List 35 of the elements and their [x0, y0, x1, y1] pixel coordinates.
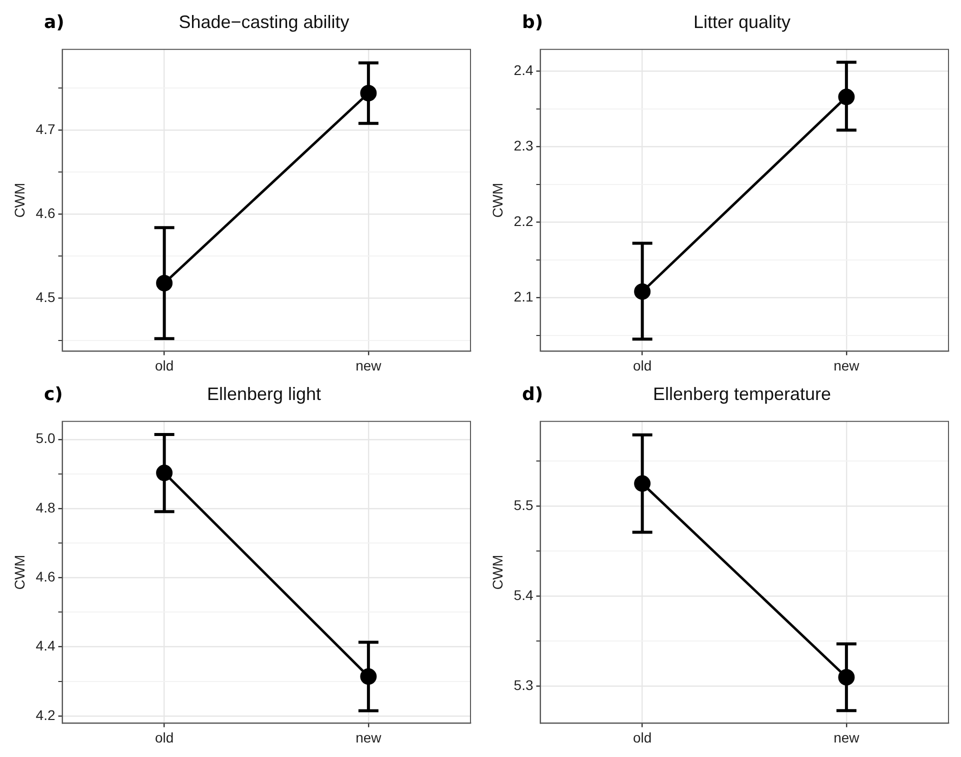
chart-title: Ellenberg light — [206, 384, 322, 404]
text: a) — [44, 12, 64, 33]
y-tick-label: 4.4 — [36, 638, 56, 654]
y-axis-title: CWM — [11, 554, 28, 590]
chart-title: Litter quality — [693, 12, 791, 32]
text: b) — [522, 12, 544, 33]
x-tick-label: new — [834, 357, 860, 374]
chart-title: Ellenberg temperature — [652, 384, 832, 404]
text: c) — [44, 384, 63, 405]
y-tick-label: 5.4 — [514, 587, 534, 604]
y-tick-label: 5.5 — [514, 496, 534, 513]
y-tick-label: 4.2 — [36, 706, 56, 723]
y-tick-label: 4.6 — [36, 205, 56, 222]
x-tick-label: new — [356, 729, 382, 746]
y-tick-label: 4.6 — [36, 568, 56, 585]
y-tick-label: 4.8 — [36, 499, 56, 516]
x-tick-label: old — [154, 729, 174, 746]
y-tick-label: 2.4 — [514, 62, 534, 78]
x-tick-label: old — [632, 357, 652, 374]
x-tick-label: old — [154, 357, 174, 374]
x-tick-label: old — [632, 729, 652, 746]
y-axis-title: CWM — [489, 182, 506, 218]
x-tick-label: new — [356, 357, 382, 374]
text: d) — [522, 384, 544, 405]
y-axis-title: CWM — [489, 554, 506, 590]
y-tick-label: 2.1 — [514, 288, 534, 304]
y-tick-label: 5.0 — [36, 430, 56, 446]
chart-title: Shade−casting ability — [178, 12, 350, 32]
x-tick-label: new — [834, 729, 860, 746]
y-tick-label: 2.3 — [514, 138, 534, 154]
y-tick-label: 4.5 — [36, 289, 56, 306]
y-tick-label: 4.7 — [36, 120, 56, 137]
y-axis-title: CWM — [11, 182, 28, 218]
y-tick-label: 2.2 — [514, 213, 534, 230]
y-tick-label: 5.3 — [514, 677, 534, 694]
